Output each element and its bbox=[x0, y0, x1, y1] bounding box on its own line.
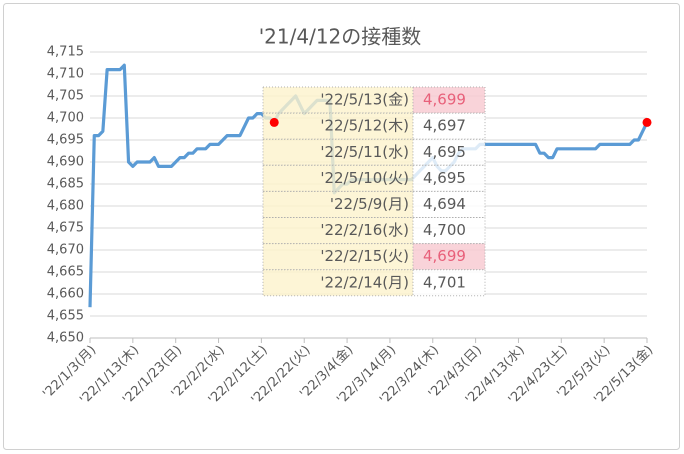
date-text: '22/5/9(月) bbox=[330, 195, 409, 213]
y-tick-label: 4,675 bbox=[47, 221, 84, 236]
date-text: '22/2/14(月) bbox=[320, 273, 409, 291]
date-text: '22/2/16(水) bbox=[320, 221, 409, 239]
y-tick-label: 4,695 bbox=[47, 133, 84, 148]
date-cell bbox=[262, 217, 414, 245]
value-cell bbox=[412, 86, 486, 114]
value-cell bbox=[412, 190, 486, 218]
date-cell bbox=[262, 243, 414, 271]
y-tick-label: 4,685 bbox=[47, 177, 84, 192]
date-cell bbox=[262, 269, 414, 297]
y-tick-label: 4,650 bbox=[47, 331, 84, 346]
y-tick-label: 4,680 bbox=[47, 199, 84, 214]
date-cell bbox=[262, 190, 414, 218]
value-text: 4,695 bbox=[423, 143, 466, 161]
value-cell bbox=[412, 217, 486, 245]
y-tick-label: 4,705 bbox=[47, 89, 84, 104]
y-tick-label: 4,700 bbox=[47, 111, 84, 126]
value-text: 4,699 bbox=[423, 91, 466, 109]
date-cell bbox=[262, 112, 414, 140]
value-cell bbox=[412, 243, 486, 271]
highlight-marker bbox=[269, 117, 279, 127]
value-cell bbox=[412, 269, 486, 297]
y-tick-label: 4,670 bbox=[47, 243, 84, 258]
value-text: 4,701 bbox=[423, 273, 466, 291]
value-text: 4,697 bbox=[423, 117, 466, 135]
y-tick-label: 4,660 bbox=[47, 287, 84, 302]
value-cell bbox=[412, 138, 486, 166]
value-text: 4,700 bbox=[423, 221, 466, 239]
y-tick-label: 4,715 bbox=[47, 45, 84, 60]
y-tick-label: 4,665 bbox=[47, 265, 84, 280]
date-cell bbox=[262, 86, 414, 114]
date-text: '22/5/12(木) bbox=[320, 117, 409, 135]
date-cell bbox=[262, 138, 414, 166]
value-cell bbox=[412, 112, 486, 140]
value-text: 4,695 bbox=[423, 169, 466, 187]
date-text: '22/5/10(火) bbox=[320, 169, 409, 187]
highlight-marker bbox=[642, 117, 652, 127]
y-tick-label: 4,690 bbox=[47, 155, 84, 170]
value-cell bbox=[412, 164, 486, 192]
date-text: '22/2/15(火) bbox=[320, 247, 409, 265]
y-tick-label: 4,655 bbox=[47, 309, 84, 324]
value-text: 4,699 bbox=[423, 247, 466, 265]
date-text: '22/5/13(金) bbox=[320, 91, 409, 109]
chart-title: '21/4/12の接種数 bbox=[259, 25, 422, 49]
y-tick-label: 4,710 bbox=[47, 67, 84, 82]
date-text: '22/5/11(水) bbox=[320, 143, 409, 161]
value-text: 4,694 bbox=[423, 195, 466, 213]
date-cell bbox=[262, 164, 414, 192]
